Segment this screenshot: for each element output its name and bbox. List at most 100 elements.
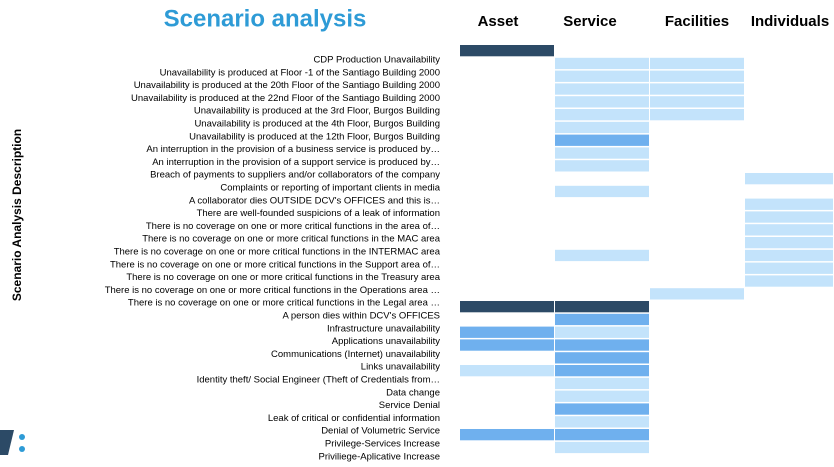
heat-cell — [460, 416, 554, 428]
heat-cell — [745, 339, 833, 351]
heat-cell — [650, 224, 744, 236]
heat-cell — [555, 134, 649, 146]
heat-cell — [650, 313, 744, 326]
row-label: A person dies within DCV's OFFICES — [282, 311, 440, 322]
heat-cell — [555, 83, 649, 95]
heat-cell — [745, 262, 833, 274]
row-label: There is no coverage on one or more crit… — [114, 247, 441, 258]
heat-cell — [745, 96, 833, 108]
heat-cell — [650, 70, 744, 82]
heat-cell — [460, 313, 554, 326]
row-label: Unavailability is produced at the 4th Fl… — [194, 119, 440, 130]
heat-cell — [745, 198, 833, 210]
heat-cell — [460, 57, 554, 70]
heat-cell — [650, 275, 744, 287]
row-label: Complaints or reporting of important cli… — [220, 183, 440, 194]
heat-cell — [650, 109, 744, 121]
heat-cell — [460, 224, 554, 236]
heat-cell — [460, 301, 554, 313]
heat-cell — [650, 390, 744, 402]
row-label: CDP Production Unavailability — [313, 55, 440, 66]
y-axis-label: Scenario Analysis Description — [10, 129, 24, 301]
heat-cell — [555, 237, 649, 249]
heat-cell — [555, 109, 649, 121]
heat-cell — [745, 365, 833, 377]
heat-cell — [460, 237, 554, 249]
heat-cell — [555, 224, 649, 236]
heat-cell — [555, 198, 649, 210]
row-label: An interruption in the provision of a bu… — [146, 144, 440, 155]
column-header: Individuals — [751, 13, 829, 30]
heat-cell — [460, 147, 554, 159]
heat-cell — [650, 198, 744, 210]
heat-cell — [460, 326, 554, 338]
heat-cell — [745, 45, 833, 57]
heat-cell — [555, 429, 649, 441]
column-header: Facilities — [665, 13, 729, 30]
heat-cell — [650, 249, 744, 262]
row-label: Data change — [386, 387, 440, 398]
heat-cell — [745, 403, 833, 415]
logo-dot — [19, 446, 25, 452]
heat-cell — [555, 301, 649, 313]
heat-cell — [745, 121, 833, 134]
heat-cell — [650, 160, 744, 172]
heat-cell — [555, 57, 649, 70]
heat-cell — [460, 365, 554, 377]
heat-cell — [650, 326, 744, 338]
row-label: There is no coverage on one or more crit… — [126, 272, 440, 283]
column-header: Service — [563, 13, 616, 30]
row-label: Denial of Volumetric Service — [321, 426, 440, 437]
heat-cell — [650, 352, 744, 364]
heat-cell — [555, 339, 649, 351]
heat-cell — [745, 416, 833, 428]
heat-cell — [745, 173, 833, 185]
heat-cell — [650, 57, 744, 70]
heat-cell — [555, 275, 649, 287]
heat-cell — [650, 237, 744, 249]
heat-cell — [555, 441, 649, 454]
heat-cell — [745, 185, 833, 198]
row-label: Unavailability is produced at the 12th F… — [189, 131, 440, 142]
row-label: Infrastructure unavailability — [327, 323, 440, 334]
heat-cell — [460, 160, 554, 172]
heat-cell — [555, 70, 649, 82]
heat-cell — [745, 109, 833, 121]
heat-cell — [555, 288, 649, 300]
heat-cell — [745, 211, 833, 223]
heat-cell — [460, 173, 554, 185]
heat-cell — [745, 326, 833, 338]
heat-cell — [555, 249, 649, 262]
heat-cell — [745, 83, 833, 95]
heat-cell — [650, 121, 744, 134]
heat-cell — [460, 403, 554, 415]
heat-cell — [745, 57, 833, 70]
heat-cell — [650, 262, 744, 274]
row-label: Privilege-Services Increase — [325, 439, 440, 450]
row-label: Identity theft/ Social Engineer (Theft o… — [197, 375, 440, 386]
logo-shape — [0, 430, 14, 455]
heat-cell — [460, 198, 554, 210]
heat-cell — [460, 249, 554, 262]
row-label: Breach of payments to suppliers and/or c… — [150, 170, 440, 181]
heat-cell — [555, 313, 649, 326]
row-label: Links unavailability — [361, 362, 440, 373]
heat-cell — [555, 390, 649, 402]
heat-cell — [460, 390, 554, 402]
heat-cell — [745, 160, 833, 172]
heat-cell — [460, 70, 554, 82]
heat-cell — [745, 237, 833, 249]
heat-cell — [650, 96, 744, 108]
heat-cell — [460, 211, 554, 223]
heat-cell — [745, 352, 833, 364]
row-label: Unavailability is produced at the 20th F… — [134, 80, 440, 91]
heat-cell — [555, 96, 649, 108]
heat-cell — [650, 147, 744, 159]
heat-cell — [745, 301, 833, 313]
heat-cell — [460, 134, 554, 146]
heat-cell — [650, 301, 744, 313]
heat-cell — [745, 70, 833, 82]
heat-cell — [650, 45, 744, 57]
row-label: Priviliege-Aplicative Increase — [319, 451, 440, 462]
